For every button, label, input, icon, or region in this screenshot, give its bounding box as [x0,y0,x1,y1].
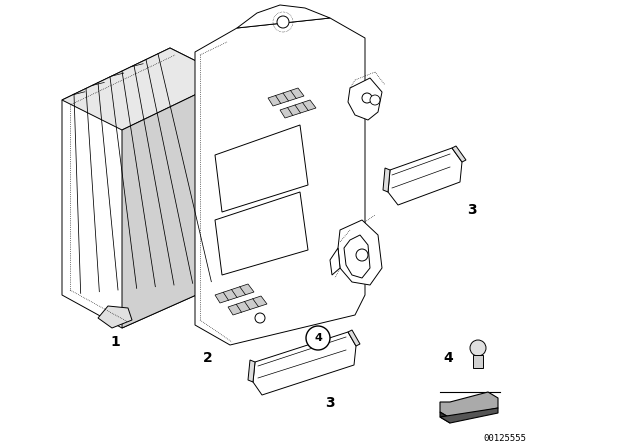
Polygon shape [228,296,267,315]
Polygon shape [62,48,230,130]
Polygon shape [440,412,450,423]
Polygon shape [62,48,230,328]
Circle shape [362,93,372,103]
Polygon shape [344,235,370,278]
Polygon shape [330,248,340,275]
Polygon shape [348,78,382,120]
Text: 3: 3 [467,203,477,217]
Text: 00125555: 00125555 [483,434,527,443]
Polygon shape [98,306,132,328]
Text: 1: 1 [110,335,120,349]
Circle shape [470,340,486,356]
Polygon shape [195,18,365,345]
Polygon shape [348,330,360,346]
Polygon shape [268,88,304,106]
Circle shape [356,249,368,261]
Polygon shape [215,192,308,275]
Polygon shape [215,284,254,303]
Text: 4: 4 [314,333,322,343]
Polygon shape [452,146,466,162]
Polygon shape [280,100,316,118]
Polygon shape [215,125,308,212]
Polygon shape [338,220,382,285]
FancyBboxPatch shape [473,355,483,368]
Text: 3: 3 [325,396,335,410]
Text: 2: 2 [203,351,213,365]
Polygon shape [237,5,330,28]
Circle shape [277,16,289,28]
Polygon shape [388,148,462,205]
Polygon shape [383,168,390,192]
Polygon shape [440,392,498,418]
Circle shape [306,326,330,350]
Polygon shape [122,78,230,328]
Polygon shape [253,332,356,395]
Polygon shape [440,408,498,423]
Circle shape [255,313,265,323]
Circle shape [370,95,380,105]
Polygon shape [248,360,255,382]
Text: 4: 4 [443,351,453,365]
